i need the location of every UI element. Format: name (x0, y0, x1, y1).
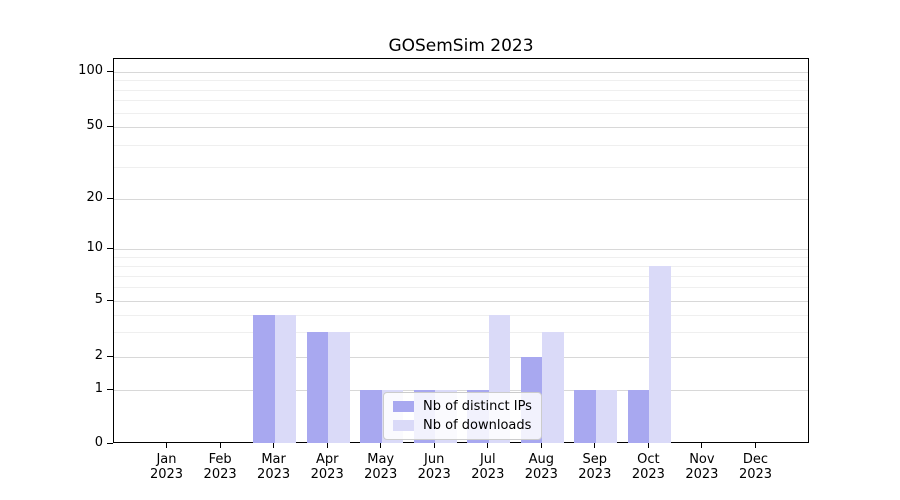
x-tick-mark-feb (219, 443, 221, 448)
bar-apr-distinct-ips (306, 332, 329, 443)
x-tick-mark-sep (594, 443, 596, 448)
x-tick-label-dec: Dec 2023 (738, 452, 773, 482)
x-tick-mark-jan (166, 443, 167, 448)
x-tick-mark-jul (487, 443, 489, 448)
y-tick-label-100: 100 (78, 63, 103, 78)
y-tick-mark-50 (107, 125, 113, 127)
x-tick-mark-oct (647, 443, 649, 448)
legend-swatch-downloads-icon (393, 420, 414, 431)
y-tick-label-20: 20 (86, 190, 103, 205)
gridline-y-2 (114, 357, 808, 358)
y-tick-label-2: 2 (94, 348, 103, 363)
y-tick-mark-10 (107, 247, 113, 249)
x-tick-label-jul: Jul 2023 (471, 452, 505, 482)
legend-item-distinct-ips: Nb of distinct IPs (393, 399, 532, 414)
legend-item-downloads: Nb of downloads (393, 418, 532, 433)
x-tick-label-may: May 2023 (364, 452, 398, 482)
x-tick-mark-nov (701, 443, 703, 448)
x-tick-label-aug: Aug 2023 (524, 452, 558, 482)
gridline-y-60 (114, 112, 808, 114)
gridline-y-30 (114, 167, 808, 169)
x-tick-mark-may (380, 443, 382, 448)
gridline-y-50 (114, 127, 808, 128)
x-tick-label-feb: Feb 2023 (203, 452, 237, 482)
gridline-y-7 (114, 275, 808, 277)
plot-area (113, 58, 809, 443)
gridline-y-4 (114, 314, 808, 316)
x-tick-mark-mar (273, 443, 275, 448)
x-tick-mark-aug (540, 443, 542, 448)
y-tick-mark-100 (107, 70, 113, 72)
y-tick-label-50: 50 (86, 118, 103, 133)
x-tick-label-mar: Mar 2023 (257, 452, 291, 482)
bar-sep-downloads (595, 390, 618, 443)
x-tick-mark-apr (326, 443, 328, 448)
chart-title: GOSemSim 2023 (388, 36, 534, 56)
legend-swatch-distinct-ips-icon (393, 401, 414, 412)
bar-sep-distinct-ips (574, 390, 596, 443)
bar-apr-downloads (328, 332, 350, 443)
y-tick-mark-2 (107, 355, 113, 357)
x-tick-label-jun: Jun 2023 (417, 452, 451, 482)
y-tick-label-5: 5 (94, 292, 103, 307)
x-tick-mark-jun (433, 443, 435, 448)
gridline-y-70 (114, 100, 808, 102)
gridline-y-20 (114, 199, 808, 200)
bar-may-distinct-ips (360, 390, 382, 443)
y-tick-label-10: 10 (86, 240, 103, 255)
bar-oct-downloads (649, 265, 671, 443)
bar-oct-distinct-ips (627, 390, 650, 443)
x-tick-label-jan: Jan 2023 (149, 452, 184, 482)
legend-label-distinct-ips: Nb of distinct IPs (423, 399, 532, 414)
gridline-y-80 (114, 89, 808, 91)
gridline-y-1 (114, 390, 808, 391)
gridline-y-8 (114, 265, 808, 267)
x-tick-label-sep: Sep 2023 (578, 452, 612, 482)
y-tick-label-0: 0 (94, 435, 103, 450)
legend: Nb of distinct IPs Nb of downloads (383, 392, 542, 440)
gridline-y-6 (114, 287, 808, 289)
gridline-y-10 (114, 249, 808, 250)
x-tick-label-oct: Oct 2023 (631, 452, 665, 482)
gridline-y-90 (114, 80, 808, 82)
gridline-y-9 (114, 256, 808, 258)
bar-mar-downloads (274, 314, 297, 443)
y-tick-mark-1 (107, 388, 113, 390)
y-tick-label-1: 1 (94, 381, 103, 396)
gridline-y-3 (114, 332, 808, 334)
gridline-y-5 (114, 301, 808, 302)
gridline-y-40 (114, 144, 808, 146)
gridline-y-100 (114, 72, 808, 73)
x-tick-label-nov: Nov 2023 (685, 452, 719, 482)
bar-aug-downloads (542, 332, 564, 443)
x-tick-mark-dec (755, 443, 756, 448)
y-tick-mark-20 (107, 197, 113, 199)
x-tick-label-apr: Apr 2023 (310, 452, 344, 482)
y-tick-mark-0 (107, 442, 113, 444)
legend-label-downloads: Nb of downloads (423, 418, 532, 433)
bar-mar-distinct-ips (253, 314, 275, 443)
y-tick-mark-5 (107, 299, 113, 301)
